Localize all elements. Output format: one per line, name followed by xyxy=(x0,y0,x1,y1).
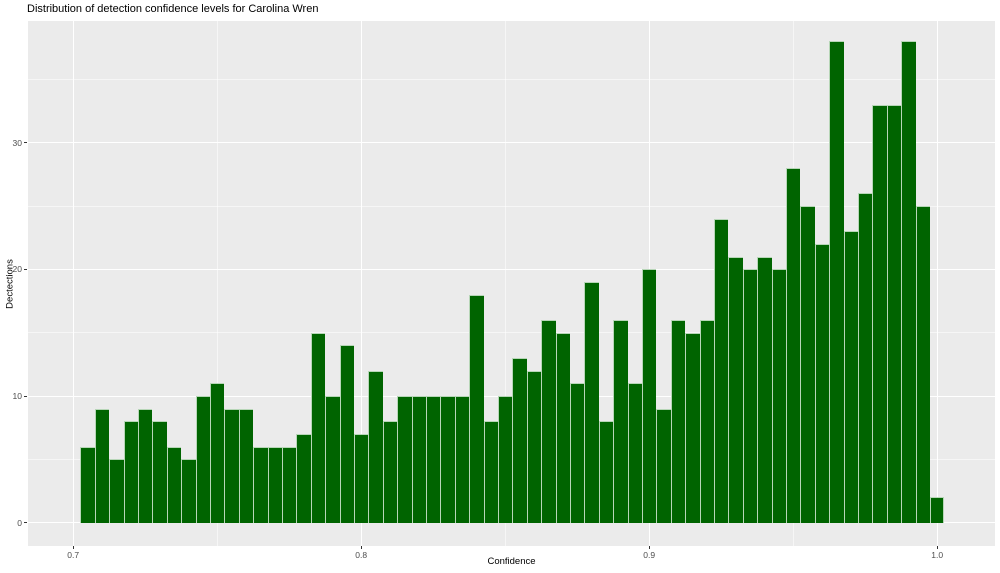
histogram-bar xyxy=(224,408,239,523)
y-tick-label: 0 xyxy=(17,517,22,528)
histogram-bar xyxy=(742,269,758,523)
histogram-bar xyxy=(771,269,786,523)
histogram-bar xyxy=(814,244,830,523)
y-axis-title: Dectections xyxy=(4,259,16,309)
histogram-bar xyxy=(714,218,729,523)
histogram-bar xyxy=(166,446,182,523)
histogram-bar xyxy=(310,332,326,523)
histogram-bar xyxy=(440,396,455,523)
x-tick-mark xyxy=(936,546,938,549)
gridline-x-major xyxy=(72,21,74,546)
histogram-bar xyxy=(915,206,930,523)
histogram-bar xyxy=(886,104,902,523)
histogram-bar xyxy=(382,421,398,523)
histogram-bar xyxy=(195,396,210,523)
gridline-x-minor xyxy=(504,21,506,546)
histogram-bar xyxy=(757,256,772,523)
histogram-bar xyxy=(267,446,282,523)
plot-panel xyxy=(28,21,995,546)
histogram-bar xyxy=(685,332,700,523)
histogram-bar xyxy=(138,408,153,523)
histogram-bar xyxy=(584,282,599,523)
histogram-bar xyxy=(555,332,570,523)
histogram-bar xyxy=(296,434,311,523)
histogram-bar xyxy=(325,396,340,523)
histogram-bar xyxy=(728,256,743,523)
x-tick-mark xyxy=(72,546,74,549)
histogram-bar xyxy=(613,320,628,523)
histogram-bar xyxy=(483,421,498,523)
chart-title: Distribution of detection confidence lev… xyxy=(27,3,319,15)
y-tick-label: 10 xyxy=(12,391,22,402)
histogram-bar xyxy=(282,446,297,523)
histogram-bar xyxy=(469,294,484,523)
gridline-y-minor xyxy=(28,79,995,80)
x-tick-mark xyxy=(648,546,650,549)
histogram-bar xyxy=(829,41,844,523)
histogram-bar xyxy=(570,383,585,523)
histogram-bar xyxy=(670,320,686,523)
histogram-bar xyxy=(123,421,138,523)
histogram-bar xyxy=(872,104,887,523)
histogram-bar xyxy=(454,396,470,523)
histogram-bar xyxy=(152,421,167,523)
histogram-bar xyxy=(426,396,441,523)
gridline-x-minor xyxy=(216,21,218,546)
histogram-bar xyxy=(642,269,657,523)
histogram-bar xyxy=(210,383,225,523)
histogram-bar xyxy=(354,434,369,523)
y-tick-label: 20 xyxy=(12,264,22,275)
histogram-bar xyxy=(699,320,714,523)
y-tick-mark xyxy=(24,522,27,524)
histogram-bar xyxy=(498,396,513,523)
histogram-bar xyxy=(181,459,196,523)
x-axis-title: Confidence xyxy=(487,556,536,567)
x-tick-label: 0.9 xyxy=(643,550,656,560)
gridline-y-minor xyxy=(28,205,995,207)
y-tick-mark xyxy=(24,142,27,144)
histogram-bar xyxy=(598,421,614,523)
histogram-bar xyxy=(858,193,873,523)
gridline-y-minor xyxy=(28,332,995,334)
y-tick-label: 30 xyxy=(12,137,22,148)
x-tick-label: 0.8 xyxy=(355,550,368,560)
gridline-y-major xyxy=(28,268,995,270)
histogram-bar xyxy=(901,41,916,523)
histogram-bar xyxy=(656,408,671,523)
histogram-bar xyxy=(339,345,354,523)
histogram-bar xyxy=(786,168,801,523)
histogram-bar xyxy=(627,383,642,523)
histogram-bar xyxy=(930,497,945,523)
histogram-bar xyxy=(94,408,110,523)
histogram-bar xyxy=(397,396,412,523)
x-tick-mark xyxy=(360,546,362,549)
gridline-x-major xyxy=(360,21,362,546)
histogram-bar xyxy=(109,459,124,523)
histogram-bar xyxy=(368,370,383,523)
histogram-bar xyxy=(526,370,542,523)
histogram-bar xyxy=(238,408,254,523)
gridline-y-major xyxy=(28,522,995,524)
histogram-bar xyxy=(253,446,268,523)
histogram-bar xyxy=(541,320,556,523)
histogram-bar xyxy=(843,231,858,523)
histogram-bar xyxy=(80,446,95,523)
y-tick-mark xyxy=(24,268,27,270)
histogram-bar xyxy=(800,206,815,523)
gridline-y-major xyxy=(28,142,995,144)
y-tick-mark xyxy=(24,395,27,397)
gridline-x-major xyxy=(936,21,938,546)
histogram-bar xyxy=(512,358,527,523)
histogram-bar xyxy=(411,396,426,523)
x-tick-label: 1.0 xyxy=(931,550,944,560)
x-tick-label: 0.7 xyxy=(67,550,80,560)
